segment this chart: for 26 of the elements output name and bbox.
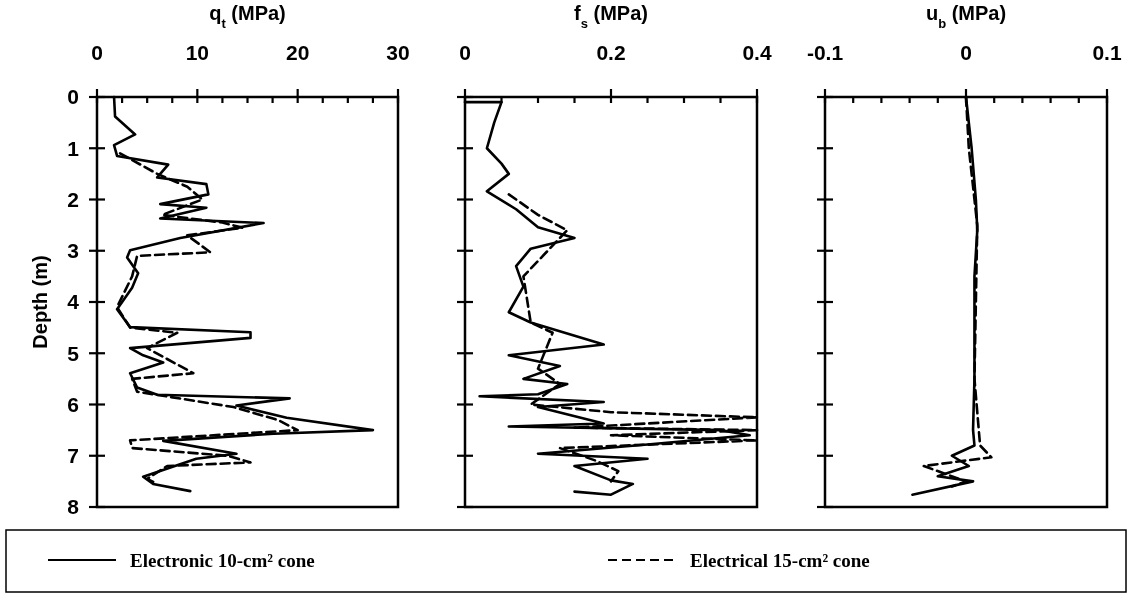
legend-label: Electrical 15-cm² cone bbox=[690, 549, 870, 571]
x-tick-label: 0.4 bbox=[742, 41, 772, 65]
x-tick-label: 0.2 bbox=[596, 41, 626, 65]
x-tick-label: 0 bbox=[459, 41, 471, 65]
y-tick-label: 5 bbox=[67, 341, 80, 365]
line-series bbox=[115, 152, 299, 486]
legend-label: Electronic 10-cm² cone bbox=[130, 549, 315, 571]
y-tick-label: 0 bbox=[67, 85, 79, 109]
y-tick-label: 1 bbox=[67, 136, 80, 160]
x-axis-title: q$_{t}$ (MPa) bbox=[209, 2, 286, 31]
x-tick-label: 10 bbox=[185, 41, 210, 65]
x-axis-title: f$_{s}$ (MPa) bbox=[574, 2, 648, 31]
x-tick-label: 0 bbox=[91, 41, 103, 65]
y-tick-label: 7 bbox=[67, 444, 79, 468]
x-tick-label: 30 bbox=[386, 41, 410, 65]
y-tick-label: 4 bbox=[67, 290, 80, 314]
y-tick-label: 6 bbox=[67, 392, 79, 416]
x-tick-label: -0.1 bbox=[806, 41, 844, 65]
x-tick-label: 0 bbox=[960, 41, 972, 65]
y-axis-title: Depth (m) bbox=[29, 255, 51, 349]
x-axis-title: u$_{b}$ (MPa) bbox=[925, 2, 1007, 31]
y-tick-label: 3 bbox=[67, 239, 79, 263]
y-tick-label: 8 bbox=[67, 495, 80, 519]
x-tick-label: 20 bbox=[285, 41, 310, 65]
x-tick-label: 0.1 bbox=[1092, 41, 1122, 65]
y-tick-label: 2 bbox=[67, 187, 79, 211]
